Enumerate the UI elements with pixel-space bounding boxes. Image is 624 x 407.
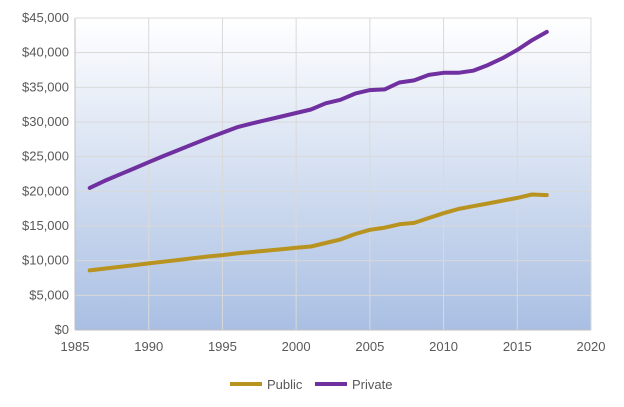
series-line-private [87,29,549,190]
x-tick-label: 1990 [134,339,163,354]
y-tick-label: $35,000 [22,79,69,94]
y-tick-label: $30,000 [22,114,69,129]
x-tick-label: 1985 [61,339,90,354]
y-tick-label: $45,000 [22,10,69,25]
series-line-public [87,192,549,273]
y-tick-label: $10,000 [22,253,69,268]
y-tick-label: $15,000 [22,218,69,233]
y-tick-label: $0 [55,322,69,337]
x-tick-label: 2010 [429,339,458,354]
x-tick-label: 2000 [282,339,311,354]
x-tick-label: 2015 [503,339,532,354]
x-tick-label: 1995 [208,339,237,354]
y-tick-label: $25,000 [22,149,69,164]
series-lines [87,29,549,273]
y-tick-label: $20,000 [22,183,69,198]
x-tick-label: 2020 [577,339,606,354]
legend-label-public: Public [267,377,303,392]
legend-label-private: Private [352,377,392,392]
x-tick-label: 2005 [355,339,384,354]
legend: Public Private [230,377,392,392]
axes: $0 $5,000 $10,000 $15,000 $20,000 $25,000 $30,… [22,10,605,354]
y-tick-label: $40,000 [22,45,69,60]
plot-area [75,18,591,330]
y-tick-label: $5,000 [29,287,69,302]
